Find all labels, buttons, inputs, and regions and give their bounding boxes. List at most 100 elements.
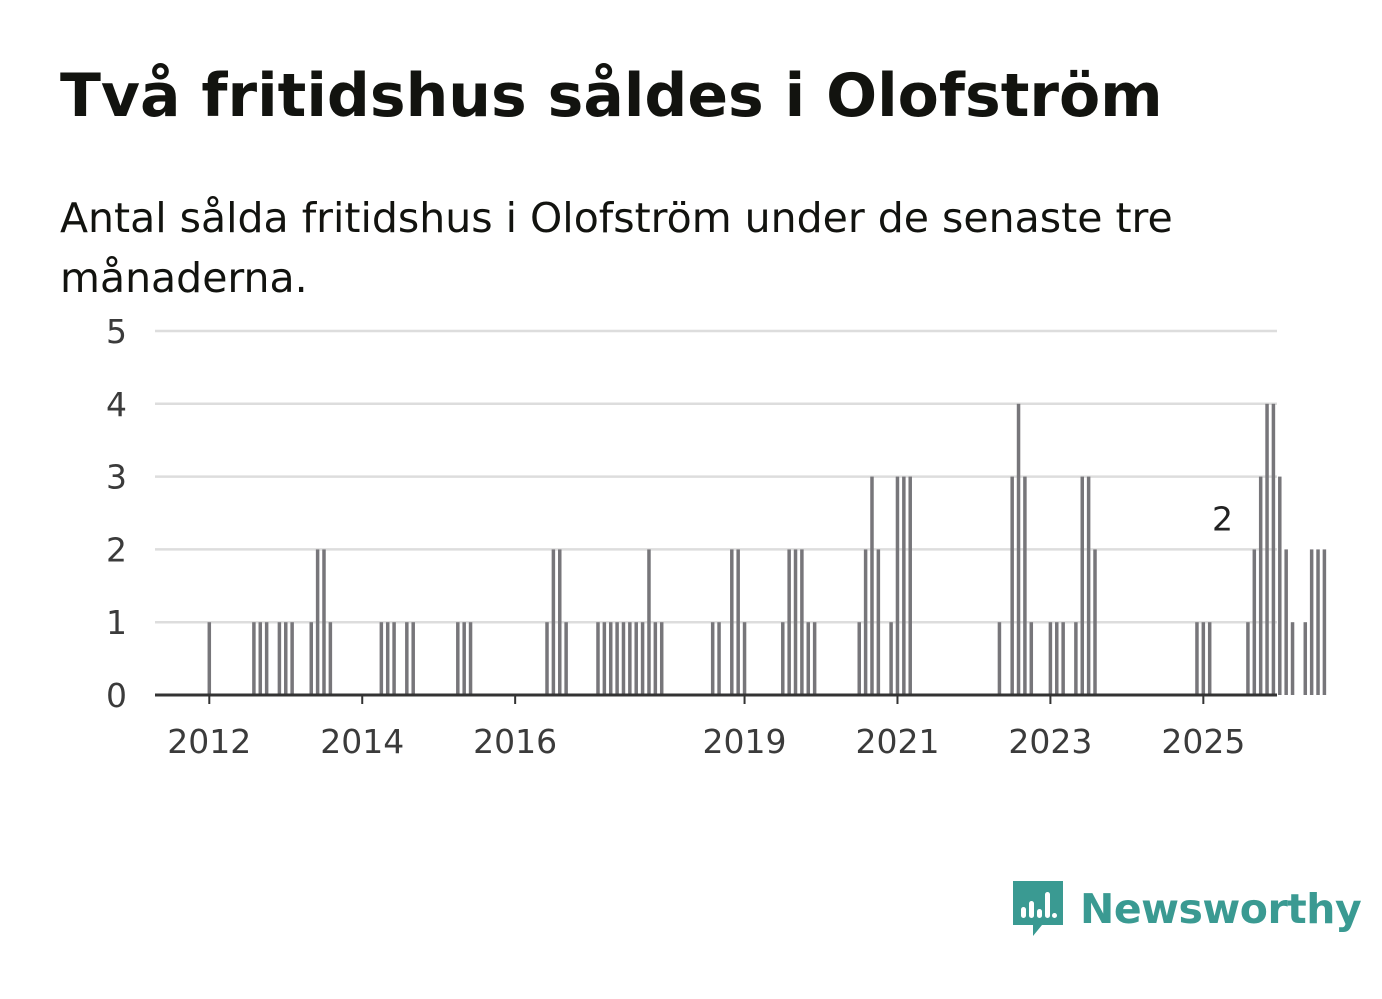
bar — [1093, 549, 1097, 695]
data-labels: 2 — [1212, 499, 1233, 538]
bar — [405, 622, 409, 695]
y-axis-ticks: 0 1 2 3 4 5 — [106, 312, 127, 715]
bar — [1258, 476, 1263, 695]
highlight-value-label: 2 — [1212, 499, 1233, 538]
bar — [1074, 622, 1078, 695]
bar — [258, 622, 263, 695]
bar — [997, 622, 1002, 695]
bar — [870, 476, 874, 695]
y-tick-label: 0 — [106, 676, 127, 715]
bar — [812, 622, 817, 695]
bar — [551, 549, 556, 695]
bar-chart: 0 1 2 3 4 5 2012 2014 2016 2019 2021 2023 2025 2 — [106, 312, 1327, 761]
bar — [634, 622, 638, 695]
bar — [1023, 476, 1027, 695]
bar — [1316, 549, 1320, 695]
bar — [736, 549, 740, 695]
bar — [462, 622, 466, 695]
newsworthy-logo-icon — [1013, 881, 1063, 936]
bar — [385, 622, 390, 695]
chart-subtitle: Antal sålda fritidshus i Olofström under… — [60, 194, 1173, 302]
bar — [392, 622, 396, 695]
brand: Newsworthy — [1010, 878, 1362, 940]
bar — [1195, 622, 1199, 695]
bar — [647, 549, 651, 695]
bar — [545, 622, 549, 695]
bar — [284, 622, 288, 695]
bar — [1303, 622, 1308, 695]
y-tick-label: 4 — [106, 385, 127, 424]
x-tick-label: 2023 — [1008, 722, 1092, 761]
bar — [902, 476, 906, 695]
bar — [793, 549, 798, 695]
bar — [309, 622, 313, 695]
bar — [908, 476, 912, 695]
x-axis-ticks: 2012 2014 2016 2019 2021 2023 2025 — [167, 695, 1245, 761]
bar — [252, 622, 256, 695]
bar — [1278, 476, 1282, 695]
bars — [207, 403, 1327, 695]
y-tick-label: 5 — [106, 312, 127, 351]
bar — [653, 622, 658, 695]
bar — [781, 622, 785, 695]
bar — [1055, 622, 1059, 695]
bar — [717, 622, 721, 695]
bar — [608, 622, 613, 695]
bar — [1048, 622, 1053, 695]
x-tick-label: 2012 — [167, 722, 251, 761]
bar — [659, 622, 664, 695]
y-tick-label: 1 — [106, 603, 127, 642]
bar — [806, 622, 811, 695]
bar — [1284, 549, 1288, 695]
bar — [1061, 622, 1065, 695]
bar — [1290, 622, 1295, 695]
bar — [315, 549, 320, 695]
bar — [1271, 403, 1276, 695]
x-tick-label: 2019 — [703, 722, 787, 761]
bar — [876, 549, 881, 695]
y-tick-label: 2 — [106, 530, 127, 569]
bar — [787, 549, 791, 695]
bar — [640, 622, 645, 695]
x-tick-label: 2021 — [855, 722, 939, 761]
bar — [468, 622, 473, 695]
bar — [1207, 622, 1212, 695]
bar — [322, 549, 326, 695]
bar — [277, 622, 282, 695]
bar — [1309, 549, 1314, 695]
bar — [730, 549, 734, 695]
bar — [379, 622, 384, 695]
bar — [207, 622, 212, 695]
bar — [1010, 476, 1014, 695]
bar — [1029, 622, 1034, 695]
x-tick-label: 2014 — [320, 722, 404, 761]
bar — [1080, 476, 1085, 695]
y-tick-label: 3 — [106, 458, 127, 497]
bar — [621, 622, 626, 695]
brand-name: Newsworthy — [1080, 885, 1362, 933]
bar — [1016, 403, 1021, 695]
bar — [456, 622, 460, 695]
x-tick-label: 2025 — [1161, 722, 1245, 761]
bar — [1265, 403, 1269, 695]
bar — [628, 622, 632, 695]
bar — [602, 622, 607, 695]
bar — [558, 549, 562, 695]
chart-title: Två fritidshus såldes i Olofström — [60, 61, 1163, 131]
bar — [895, 476, 900, 695]
bar — [596, 622, 600, 695]
bar — [889, 622, 893, 695]
bar — [1246, 622, 1250, 695]
bar — [564, 622, 568, 695]
bar — [742, 622, 747, 695]
bar — [615, 622, 619, 695]
bar — [863, 549, 868, 695]
bar — [1201, 622, 1206, 695]
bar — [1086, 476, 1091, 695]
x-tick-label: 2016 — [473, 722, 557, 761]
bar — [411, 622, 415, 695]
bar — [710, 622, 715, 695]
bar — [290, 622, 294, 695]
bar — [264, 622, 269, 695]
bar — [800, 549, 804, 695]
